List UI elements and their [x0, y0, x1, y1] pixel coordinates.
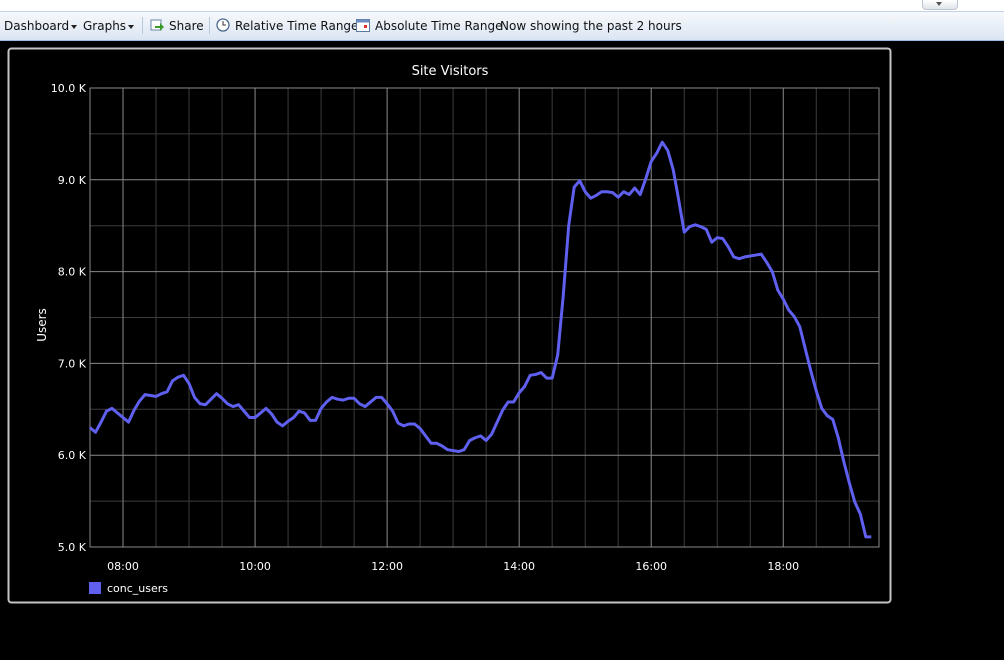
y-tick-label: 6.0 K	[58, 449, 87, 462]
x-tick-label: 18:00	[767, 560, 799, 573]
x-tick-label: 12:00	[371, 560, 403, 573]
y-tick-label: 9.0 K	[58, 174, 87, 187]
toolbar: Dashboard Graphs Share Relative Time Ran…	[0, 12, 1004, 41]
dashboard-menu[interactable]: Dashboard	[4, 19, 78, 33]
x-tick-label: 10:00	[239, 560, 271, 573]
top-strip	[0, 0, 1004, 12]
y-tick-label: 5.0 K	[58, 541, 87, 554]
y-tick-label: 8.0 K	[58, 266, 87, 279]
graphs-menu[interactable]: Graphs	[83, 19, 135, 33]
share-button[interactable]: Share	[169, 19, 204, 33]
y-tick-label: 7.0 K	[58, 357, 87, 370]
chart-panel	[7, 47, 892, 604]
clock-icon	[216, 18, 230, 32]
data-line	[89, 140, 872, 539]
x-tick-label: 16:00	[635, 560, 667, 573]
legend-swatch	[89, 582, 101, 594]
chart-title: Site Visitors	[412, 64, 489, 79]
y-axis-label: Users	[35, 308, 49, 342]
x-tick-label: 14:00	[503, 560, 535, 573]
relative-time-button[interactable]: Relative Time Range	[235, 19, 359, 33]
menu-label: Dashboard	[4, 19, 70, 33]
x-tick-label: 08:00	[107, 560, 139, 573]
calendar-icon	[356, 19, 370, 32]
separator	[209, 17, 210, 34]
absolute-time-button[interactable]: Absolute Time Range	[375, 19, 503, 33]
share-icon	[150, 19, 164, 31]
plot-frame	[89, 87, 880, 548]
menu-label: Graphs	[83, 19, 127, 33]
separator	[142, 17, 143, 34]
legend-label: conc_users	[107, 582, 168, 595]
status-text: Now showing the past 2 hours	[500, 19, 682, 33]
y-tick-label: 10.0 K	[51, 82, 87, 95]
collapse-button[interactable]	[922, 0, 958, 10]
